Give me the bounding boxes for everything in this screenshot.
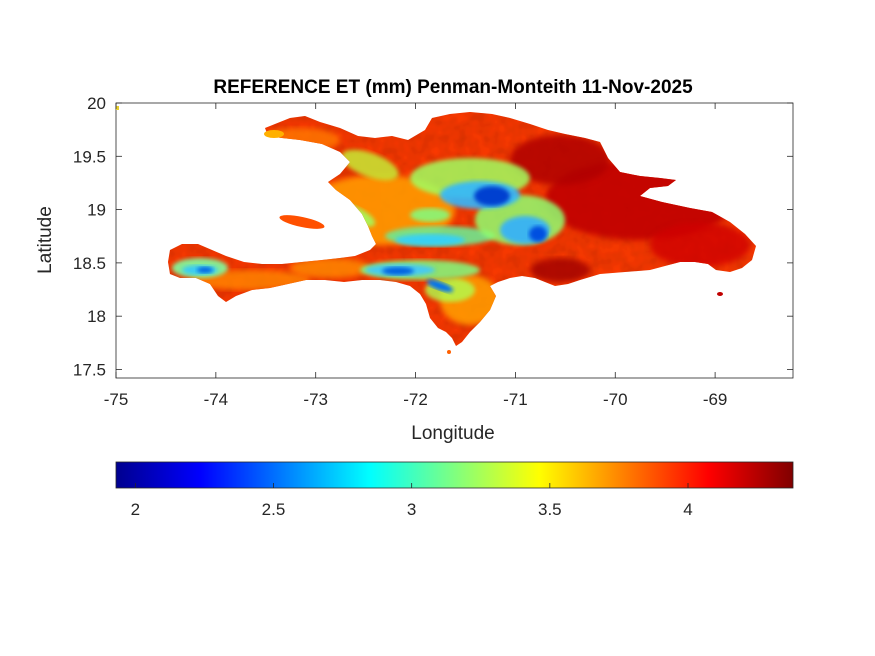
x-axis-label: Longitude <box>411 423 494 444</box>
x-tick-label: -72 <box>403 390 428 409</box>
x-tick-label: -73 <box>303 390 328 409</box>
colorbar-tick-label: 3 <box>407 500 416 519</box>
x-tick-label: -71 <box>503 390 528 409</box>
saona-island <box>717 292 723 296</box>
y-tick-label: 18.5 <box>73 254 106 273</box>
colorbar-tick-label: 2 <box>131 500 140 519</box>
y-tick-label: 19 <box>87 201 106 220</box>
colorbar-tick-label: 2.5 <box>262 500 286 519</box>
beata-island <box>447 350 451 354</box>
tortuga-island <box>264 130 284 138</box>
et-speck <box>116 106 119 110</box>
y-tick-label: 20 <box>87 94 106 113</box>
y-tick-label: 18 <box>87 307 106 326</box>
x-tick-label: -70 <box>603 390 628 409</box>
y-axis-ticks: 17.5 18 18.5 19 19.5 20 <box>73 94 793 379</box>
y-tick-label: 19.5 <box>73 147 106 166</box>
colorbar <box>115 461 794 489</box>
colorbar-ticks: 2 2.5 3 3.5 4 <box>131 483 693 519</box>
x-tick-label: -74 <box>204 390 229 409</box>
x-tick-label: -75 <box>104 390 129 409</box>
chart-title: REFERENCE ET (mm) Penman-Monteith 11-Nov… <box>213 77 693 98</box>
y-tick-label: 17.5 <box>73 360 106 379</box>
y-axis-label: Latitude <box>35 206 56 274</box>
x-tick-label: -69 <box>703 390 728 409</box>
gonave-island <box>279 215 325 229</box>
x-axis-ticks: -75 -74 -73 -72 -71 -70 -69 <box>104 103 728 409</box>
colorbar-tick-label: 4 <box>683 500 692 519</box>
colorbar-tick-label: 3.5 <box>538 500 562 519</box>
